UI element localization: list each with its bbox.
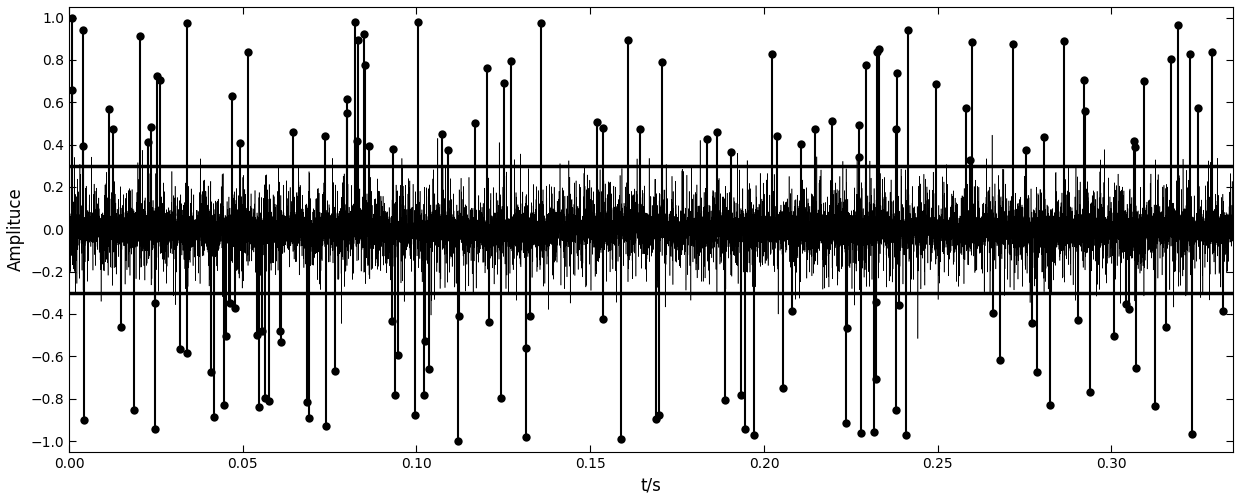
Y-axis label: Amplituce: Amplituce	[7, 187, 25, 271]
X-axis label: t/s: t/s	[641, 476, 661, 494]
